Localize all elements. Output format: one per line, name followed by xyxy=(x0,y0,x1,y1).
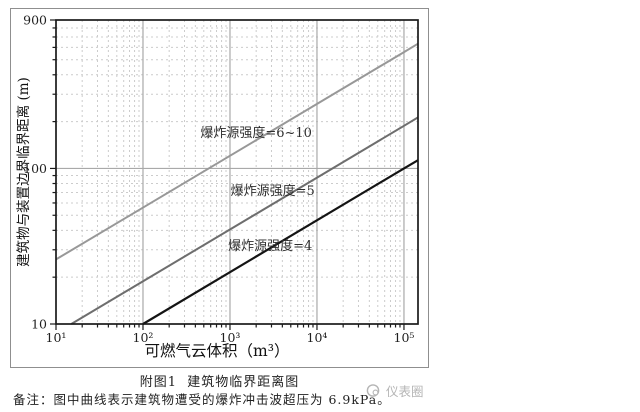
x-tick-label: 10² xyxy=(133,330,154,345)
series-line-1 xyxy=(70,116,419,325)
figure-note: 备注：图中曲线表示建筑物遭受的爆炸冲击波超压为 6.9kPa。 xyxy=(13,392,391,407)
x-tick-label: 10⁵ xyxy=(394,330,415,345)
y-tick-label: 100 xyxy=(23,161,47,176)
x-tick-label: 10³ xyxy=(220,330,241,345)
curve-label-1: 爆炸源强度=5 xyxy=(231,183,315,199)
plot-frame xyxy=(55,19,419,325)
y-tick-label: 10 xyxy=(31,317,47,332)
series-line-0 xyxy=(55,42,419,261)
series-line-2 xyxy=(142,159,419,325)
x-tick-label: 10⁴ xyxy=(307,330,328,345)
critical-distance-chart: 10¹ 10² 10³ 10⁴ 10⁵ 10 100 900 爆炸源强度=6~10 爆炸源强度=5… xyxy=(15,13,419,360)
figure-caption: 附图1 建筑物临界距离图 xyxy=(139,375,300,390)
watermark-logo-icon xyxy=(366,384,380,397)
x-tick-label: 10¹ xyxy=(46,330,67,345)
figure-outer-border: 10¹ 10² 10³ 10⁴ 10⁵ 10 100 900 爆炸源强度=6~10 爆炸源强度=5… xyxy=(10,8,429,368)
curve-label-2: 爆炸源强度=4 xyxy=(228,238,312,254)
tick-labels: 10¹ 10² 10³ 10⁴ 10⁵ 10 100 900 xyxy=(23,13,414,346)
x-axis-title: 可燃气云体积（m³） xyxy=(145,342,290,360)
y-axis-title: 建筑物与装置边界临界距离 (m) xyxy=(15,77,32,267)
watermark-label: 仪表圈 xyxy=(386,384,424,399)
minor-gridlines xyxy=(56,20,418,324)
watermark: 仪表圈 xyxy=(366,381,424,400)
curve-label-0: 爆炸源强度=6~10 xyxy=(200,125,312,141)
axis-ticks xyxy=(50,19,405,330)
major-gridlines xyxy=(56,20,418,324)
y-tick-label: 900 xyxy=(23,13,47,28)
